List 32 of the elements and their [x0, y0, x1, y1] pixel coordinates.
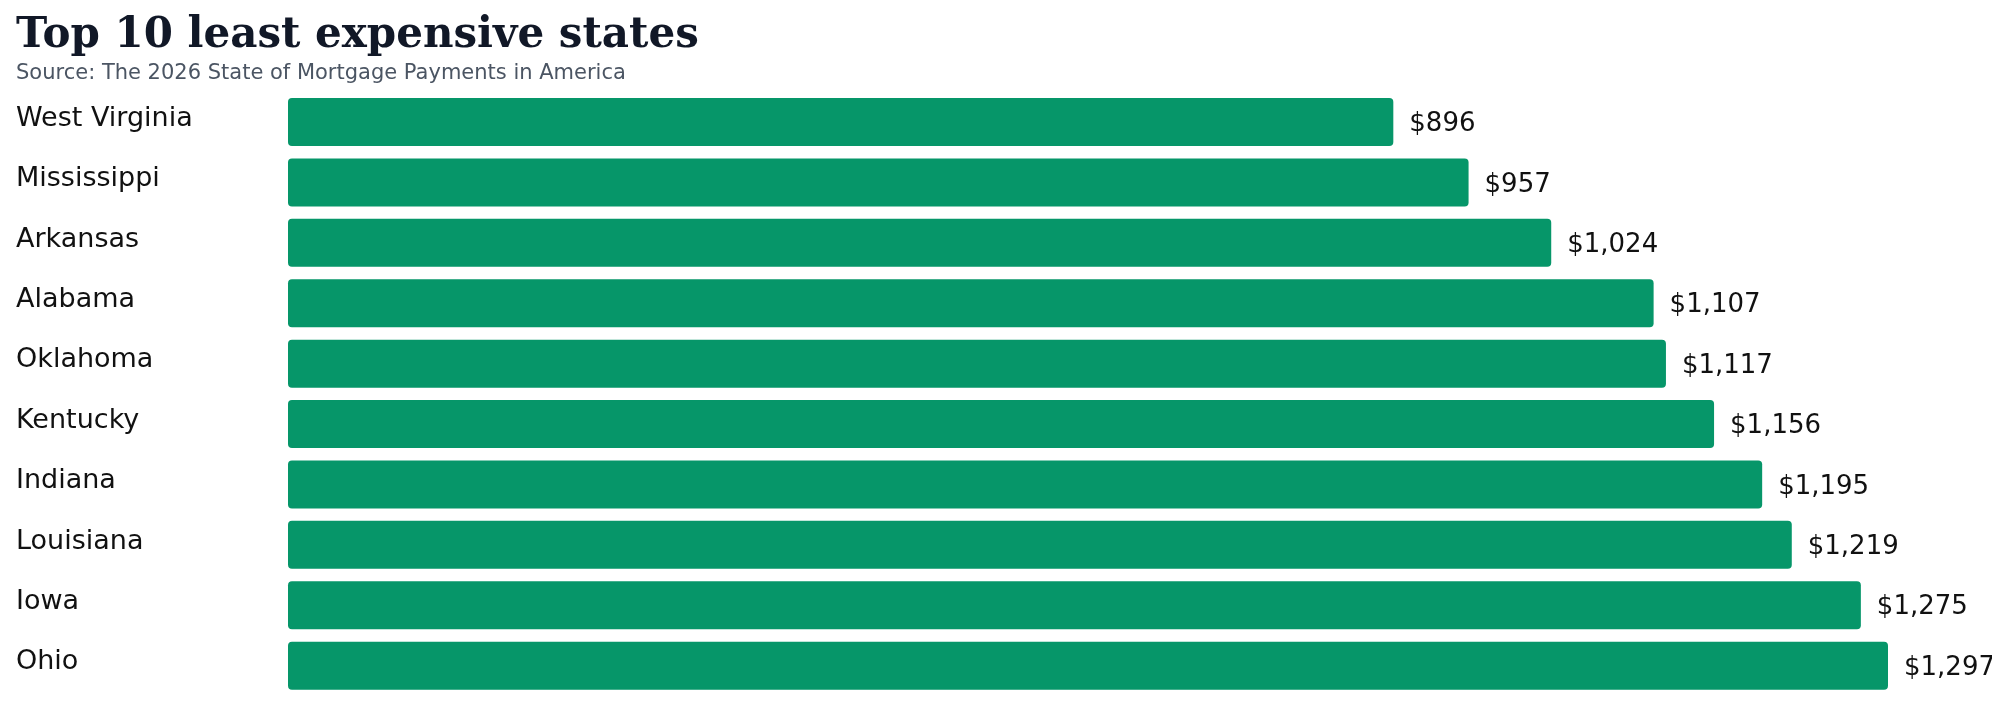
y-tick-label: Indiana: [16, 463, 116, 495]
chart-title: Top 10 least expensive states: [15, 8, 700, 58]
data-label: $1,107: [1669, 288, 1761, 319]
chart-subtitle: Source: The 2026 State of Mortgage Payments in America: [15, 59, 627, 86]
data-label: $1,195: [1778, 469, 1870, 500]
bar: [288, 641, 1888, 690]
bar: [288, 520, 1792, 569]
y-tick-label: West Virginia: [16, 100, 193, 132]
y-tick-label: Oklahoma: [16, 342, 154, 374]
data-label: $1,275: [1876, 590, 1968, 621]
y-tick-label: Arkansas: [16, 221, 140, 253]
data-label: $957: [1484, 167, 1551, 198]
bar: [288, 581, 1861, 630]
bar: [288, 98, 1394, 147]
data-label: $1,117: [1681, 348, 1773, 379]
bar: [288, 218, 1552, 267]
bar: [288, 339, 1666, 388]
y-tick-label: Louisiana: [16, 523, 144, 555]
y-tick-label: Mississippi: [16, 161, 160, 193]
y-tick-label: Ohio: [16, 644, 79, 676]
data-label: $1,297: [1904, 650, 1995, 681]
data-label: $896: [1409, 107, 1476, 138]
bar: [288, 279, 1654, 328]
bar: [288, 158, 1469, 207]
data-label: $1,156: [1730, 409, 1822, 440]
y-tick-label: Alabama: [16, 281, 136, 313]
y-tick-label: Iowa: [16, 583, 80, 615]
bar: [288, 400, 1715, 449]
data-label: $1,024: [1567, 228, 1659, 259]
bar: [288, 460, 1763, 509]
data-label: $1,219: [1807, 530, 1899, 561]
y-tick-label: Kentucky: [16, 402, 140, 434]
